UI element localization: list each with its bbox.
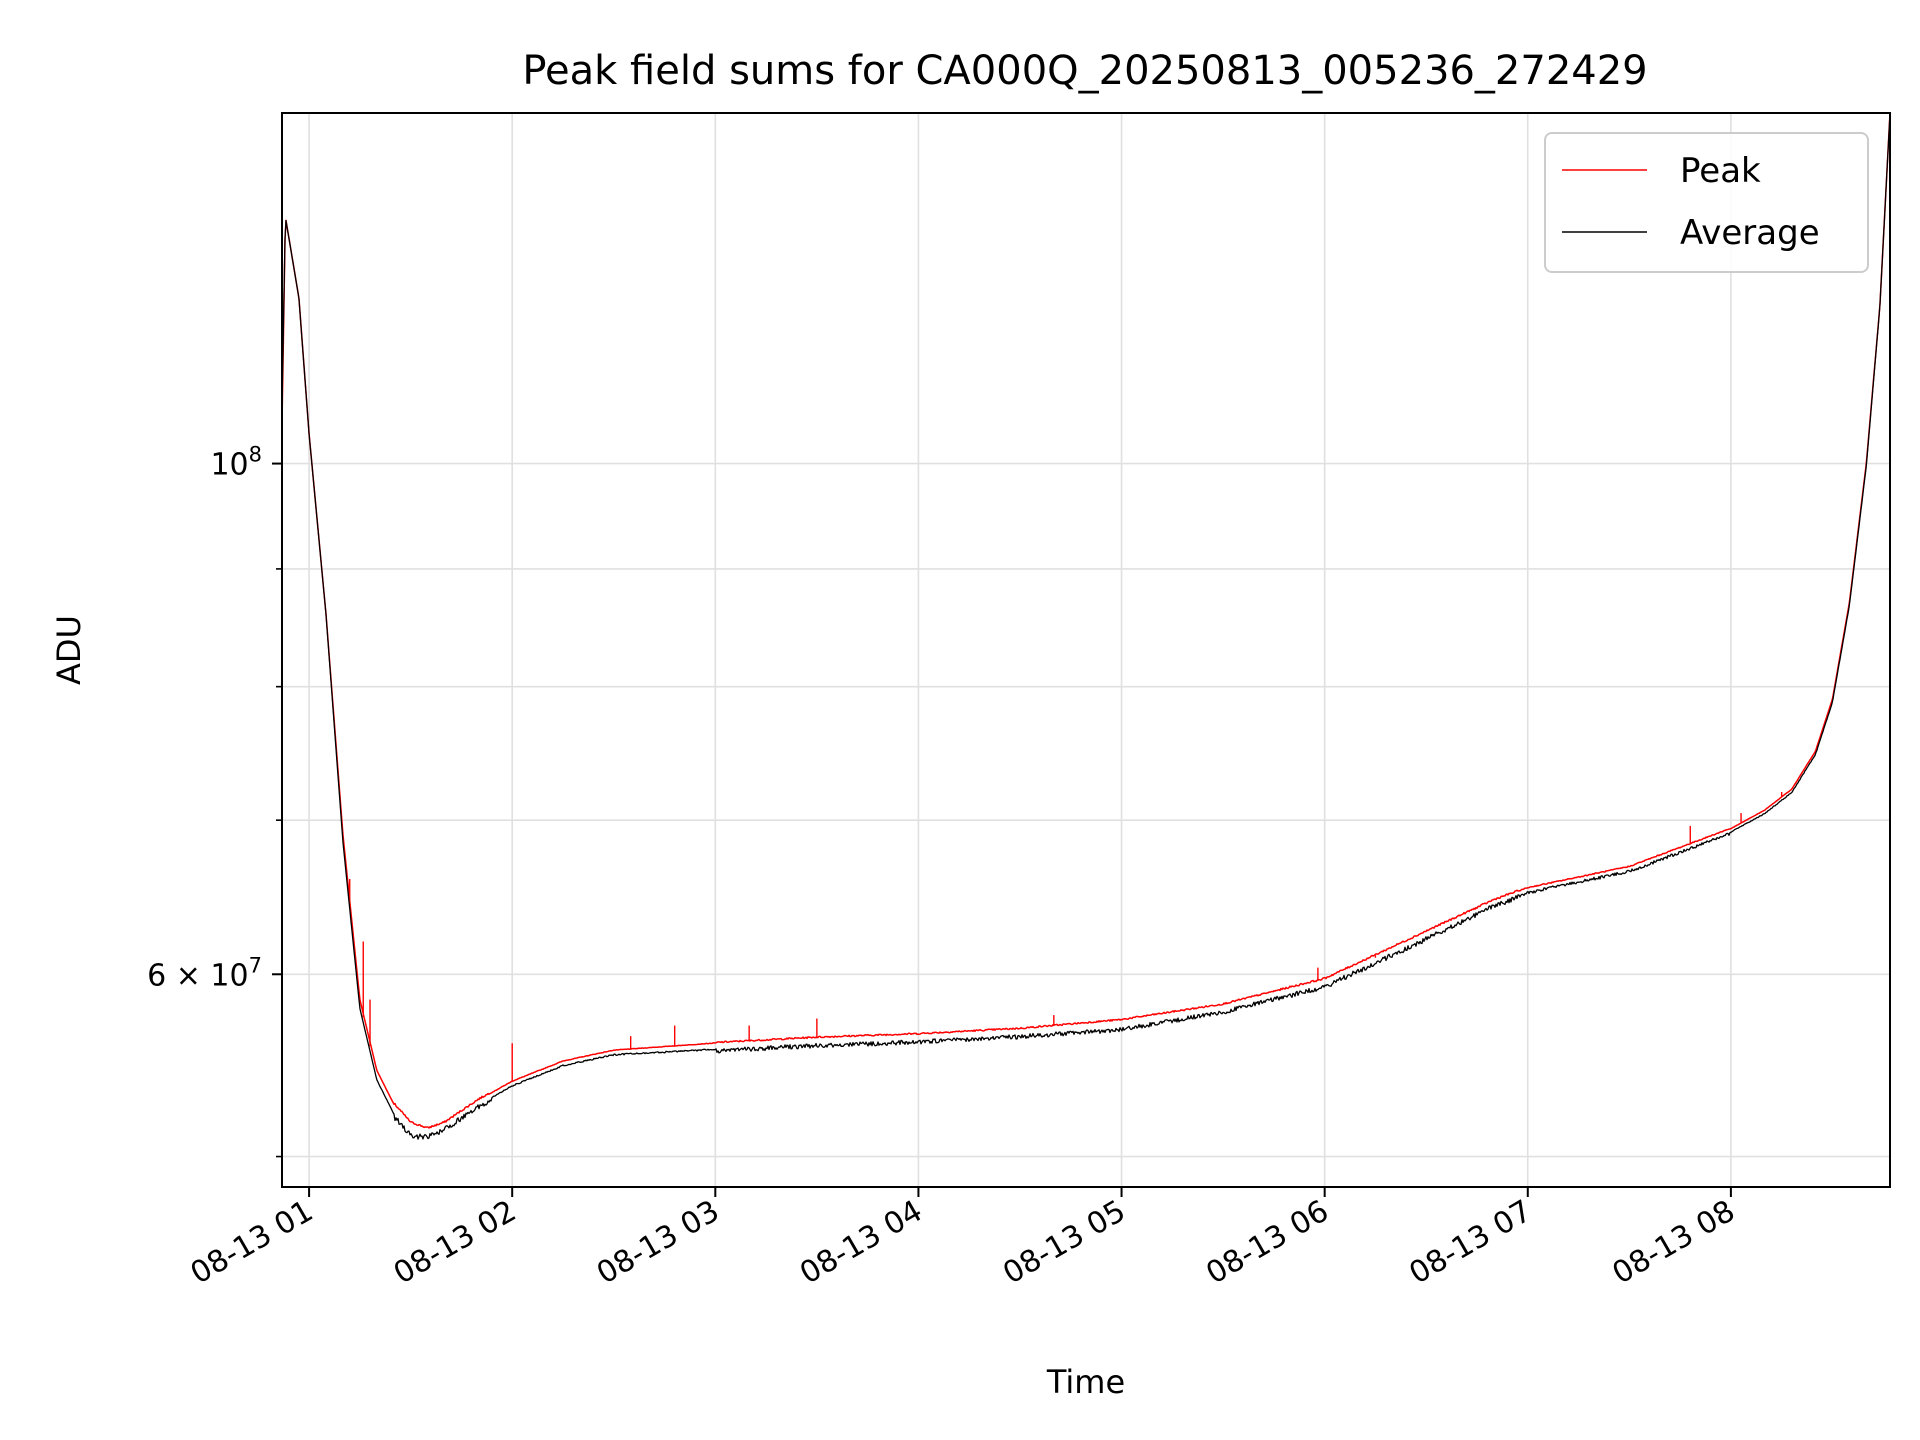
series-line-peak [281,112,1891,1129]
grid [282,113,1890,1187]
chart-title: Peak field sums for CA000Q_20250813_0052… [522,48,1647,94]
x-axis-title: Time [1046,1363,1125,1401]
series-layer [281,112,1891,1140]
legend-label-peak: Peak [1680,151,1761,191]
y-tick-label: 6 × 107 [147,953,262,993]
legend-label-average: Average [1680,213,1820,253]
plot-area-frame [281,112,1891,1188]
legend-box [1544,132,1869,273]
y-axis-title: ADU [50,615,88,685]
legend: Peak Average [1544,132,1869,273]
y-tick-exponent: 8 [249,443,262,467]
series-line-average [281,113,1891,1140]
y-tick-exponent: 7 [249,953,262,977]
